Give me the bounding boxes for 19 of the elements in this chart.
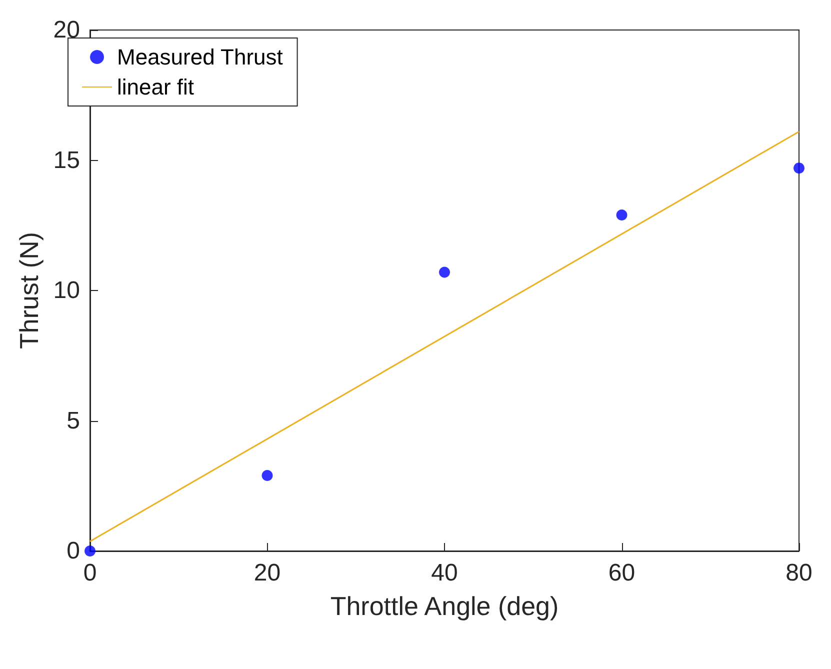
y-tick-label: 10 xyxy=(53,277,80,304)
x-axis-title: Throttle Angle (deg) xyxy=(330,591,559,621)
y-tick-label: 15 xyxy=(53,146,80,174)
x-tick-label: 80 xyxy=(786,560,812,586)
legend-label: linear fit xyxy=(117,74,194,100)
point xyxy=(84,546,96,556)
point xyxy=(262,470,273,481)
y-tick-label: 0 xyxy=(66,538,80,564)
x-tick-label: 0 xyxy=(83,560,97,586)
point xyxy=(439,266,450,278)
x-tick-label: 40 xyxy=(431,560,458,586)
legend-label: Measured Thrust xyxy=(117,44,283,70)
y-tick-label: 20 xyxy=(53,16,80,44)
point xyxy=(616,209,628,220)
x-tick-label: 60 xyxy=(608,560,636,586)
x-tick-label: 20 xyxy=(254,560,281,586)
y-tick-label: 5 xyxy=(66,407,80,434)
y-axis-title: Thrust (N) xyxy=(14,232,44,349)
point xyxy=(794,162,804,174)
